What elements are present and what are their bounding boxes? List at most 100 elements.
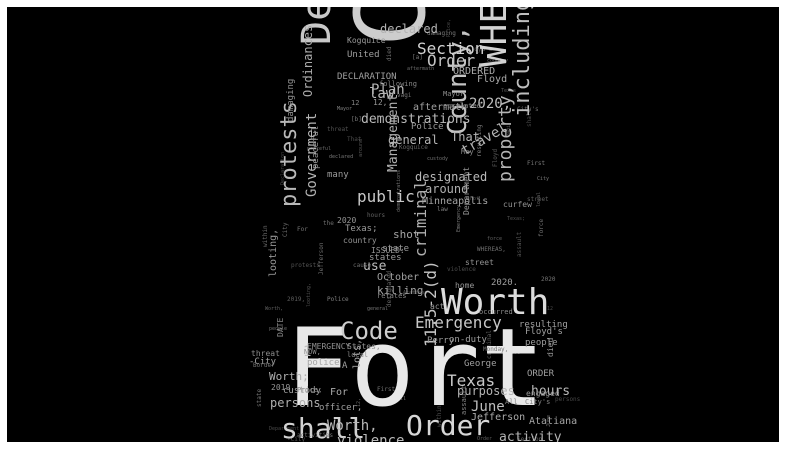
word-26: persons [555,396,581,403]
word-85: EMERGENCY [307,342,351,351]
word-88: -City [287,436,306,443]
word-61: Price, [297,386,323,394]
word-102: First [377,386,396,393]
word-75: country [343,236,377,245]
word-108: assault [460,385,468,415]
word-97: DATE [276,317,285,337]
word-92: escalated [443,102,481,110]
word-68: Floyd's [525,327,563,337]
word-60: 2019, [287,296,306,303]
word-81: Department [269,426,300,432]
word-26: persons [270,396,321,410]
word-82: died [546,337,555,357]
word-42: killing [377,284,424,297]
word-50: DECLARATION [337,72,397,82]
word-47: aftermath [407,66,435,72]
word-103: vagi [397,92,412,99]
word-101: 12 [351,99,360,107]
word-23: activity [499,430,562,442]
word-55: peaceful [307,146,332,152]
word-17: Worth, [265,306,284,312]
word-108: assault [516,231,523,257]
word-38: That [347,136,362,143]
word-39: general [367,306,389,312]
word-81: Department [462,166,471,215]
word-91: many [327,170,349,180]
word-71: 2020. [491,278,519,288]
word-89: Mayor [443,90,465,98]
word-90: occurred [479,308,513,316]
word-110: City's [517,106,539,113]
word-59: custody [427,156,449,162]
word-98: NOW, [304,348,321,356]
word-89: Mayor [337,106,353,112]
word-27: demonstrations [361,112,471,127]
word-82: died [386,46,393,61]
word-6: shall [281,412,366,443]
word-88: -City [249,357,277,367]
word-95: 12, [373,98,388,107]
word-74: state [256,388,263,407]
word-39: general [388,133,439,147]
word-107: Border [253,362,275,369]
word-60: 2019, [271,383,296,392]
word-83: engaged [526,389,560,398]
word-cloud: Declaration protests Worth, Jefferson declar… [7,7,779,442]
word-20: hours [367,212,386,219]
word-34: law [369,86,395,102]
word-104: [b] [351,116,362,123]
word-80: street [465,258,494,267]
word-73: Texas; [507,216,526,222]
word-5: Order [477,436,493,442]
word-67: people [269,326,288,332]
word-18: violence [447,266,476,273]
word-24: Jefferson [318,242,325,275]
word-117: City [537,176,550,182]
word-52: Kogquice [399,144,428,151]
word-17: Worth, [327,418,378,434]
word-84: curfew [503,200,532,209]
word-59: custody [283,386,321,396]
word-66: resulting [519,320,568,330]
word-109: All [505,398,518,406]
word-4: WHEREAS, [477,246,506,253]
word-87: local [347,351,369,359]
word-80: street [527,196,549,203]
word-31: declared [329,154,354,160]
word-96: threat [327,126,349,133]
word-56: Worth; [269,370,309,383]
word-33: use [511,350,521,356]
word-46: Police [411,122,444,132]
word-117: City [282,222,289,237]
word-44: Minneapolis [422,196,489,207]
word-73: Texas; [345,224,378,234]
word-7: Code [340,317,398,345]
word-35: Plan [371,82,405,98]
word-12: Section [517,436,543,443]
word-25: Atatiana [529,416,578,427]
word-96: threat [251,349,280,358]
word-114: cause [353,262,372,269]
word-101: 12 [547,306,554,312]
word-32: designated [415,170,488,184]
word-10: protests [291,262,320,269]
word-34: law [437,206,448,213]
word-53: looting, [306,282,312,307]
word-18: violence [337,433,405,442]
word-86: States, [347,342,381,351]
word-45: around [425,182,469,196]
word-112: activities [297,432,334,439]
word-102: First [527,160,546,167]
word-24: Jefferson [471,412,526,423]
word-43: October [377,272,420,283]
word-116: within [262,225,269,247]
word-21: purposes [457,384,515,398]
word-68: Floyd's [467,46,493,53]
word-69: on-duty [449,335,487,345]
word-52: Kogquice [347,36,386,45]
word-14: public [357,187,415,206]
word-36: 2020, [469,96,512,112]
word-87: local [536,191,542,207]
word-74: state [382,244,410,254]
word-25: Atatiana [403,290,428,296]
